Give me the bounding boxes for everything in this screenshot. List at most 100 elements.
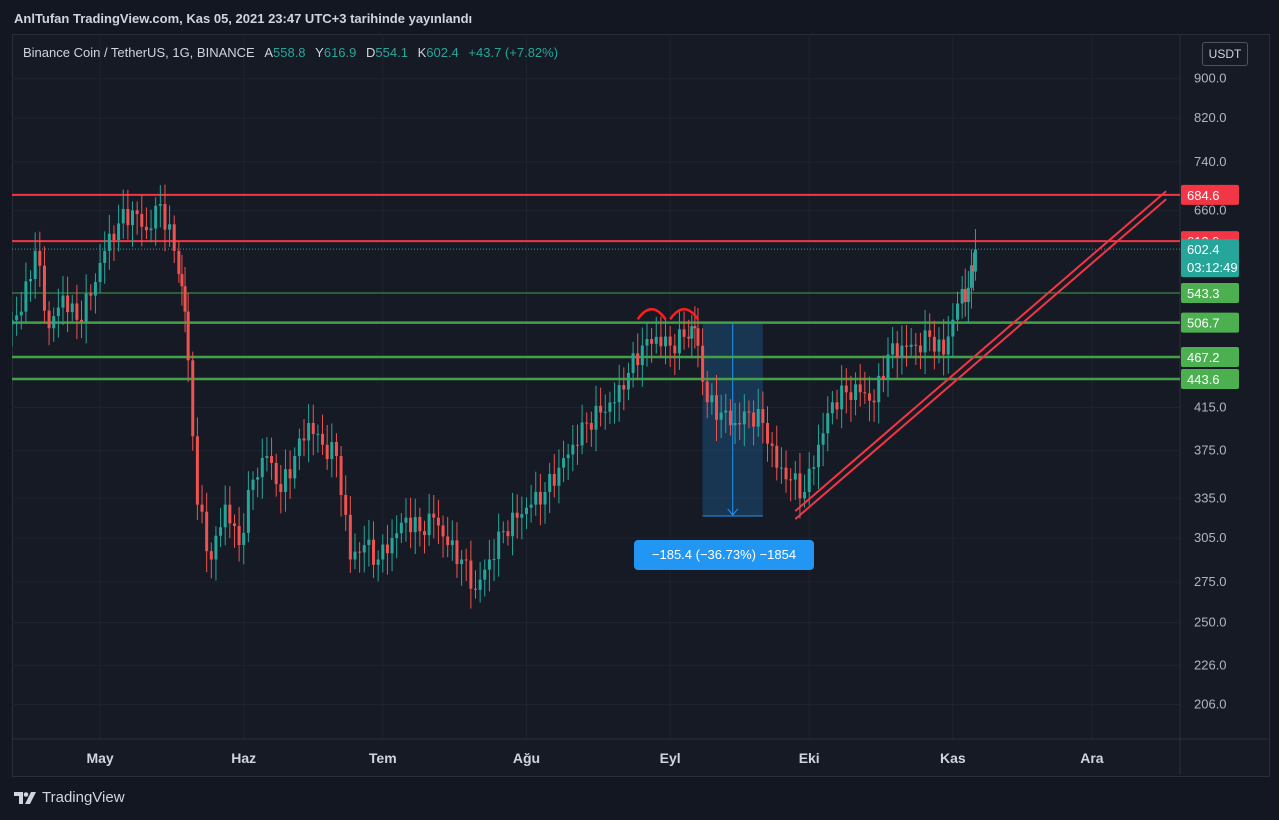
candle-body [89,293,93,296]
candle-body [877,375,881,403]
candle-body [325,444,329,460]
candle-body [436,517,440,526]
candle-body [334,442,338,457]
brand-text: TradingView [42,789,125,806]
level-price-badge-bg [1181,184,1239,205]
candle-body [705,381,709,403]
candle-body [501,531,505,533]
trendline [794,198,1167,520]
y-tick-label: 275.0 [1194,574,1227,589]
candle-body [664,336,668,347]
candle-body [900,345,904,358]
candle-body [307,422,311,441]
candle-body [256,477,260,480]
candle-body [881,375,885,380]
candle-body [506,531,510,537]
y-tick-label: 226.0 [1194,657,1227,672]
candle-body [38,250,42,266]
candle-body [348,514,352,560]
level-price-badge: 467.2 [1187,350,1220,365]
candle-body [701,345,705,382]
candle-body [19,311,23,316]
candle-body [446,536,450,546]
candle-body [219,527,223,536]
candle-body [690,326,694,339]
candle-body [826,413,830,434]
candle-body [816,444,820,468]
candle-body [297,438,301,457]
candle-body [311,422,315,435]
tradingview-logo[interactable]: TradingView [14,789,125,806]
candle-body [98,262,102,283]
candle-body [765,422,769,444]
candle-body [761,409,765,423]
candle-body [42,265,46,311]
y-tick-label: 820.0 [1194,110,1227,125]
candle-body [288,469,292,479]
candle-body [515,512,519,518]
symbol-name: Binance Coin / TetherUS, 1G, BINANCE [23,45,255,60]
candle-body [232,523,236,526]
candle-body [942,339,946,355]
candle-body [715,395,719,420]
candle-body [283,469,287,492]
candle-body [186,311,190,361]
x-tick-label: Ara [1080,750,1104,766]
level-price-badge-bg [1181,369,1239,390]
level-price-badge: 684.6 [1187,188,1220,203]
candle-body [372,539,376,565]
candle-body [223,504,227,528]
candle-body [548,474,552,492]
candle-body [168,224,172,230]
candle-body [932,336,936,352]
candle-body [469,560,473,589]
last-price-badge: 602.4 [1187,242,1220,257]
currency-unit-button[interactable]: USDT [1202,42,1248,66]
candle-body [33,250,37,280]
candle-body [149,228,153,231]
candle-body [599,405,603,413]
candle-body [719,412,723,420]
candle-body [112,233,116,241]
candle-body [636,353,640,366]
candle-body [752,412,756,427]
x-tick-label: Ağu [513,750,540,766]
candle-body [807,468,811,492]
candle-body [163,204,167,230]
candle-body [742,411,746,425]
candle-body [835,402,839,410]
measure-arrow-head [727,508,739,516]
candle-body [631,353,635,373]
candle-body [154,205,158,229]
candle-body [93,282,97,296]
price-chart[interactable]: 900.0 820.0 740.0 660.0 415.0 375.0 335.0 305.0… [12,34,1268,775]
candle-body [966,287,970,303]
candle-body [70,303,74,313]
candle-body [710,395,714,403]
candle-body [923,330,927,353]
candle-body [571,444,575,455]
x-tick-label: Tem [369,750,397,766]
level-price-badge: 506.7 [1187,316,1220,331]
candle-body [24,281,28,312]
candle-body [886,354,890,380]
candle-body [52,316,56,329]
candle-body [209,551,213,560]
last-price-badge-bg [1181,239,1239,278]
candle-body [775,445,779,468]
candle-body [478,579,482,590]
candle-body [84,293,88,322]
candle-body [200,504,204,512]
candle-body [844,385,848,393]
candle-body [603,411,607,413]
candle-body [617,385,621,403]
candle-body [552,474,556,486]
candle-body [770,443,774,446]
candle-body [399,522,403,534]
candle-body [242,532,246,546]
candle-body [914,344,918,346]
x-tick-label: Eki [799,750,820,766]
candle-body [784,467,788,480]
candle-body [75,303,79,320]
candle-body [246,489,250,533]
